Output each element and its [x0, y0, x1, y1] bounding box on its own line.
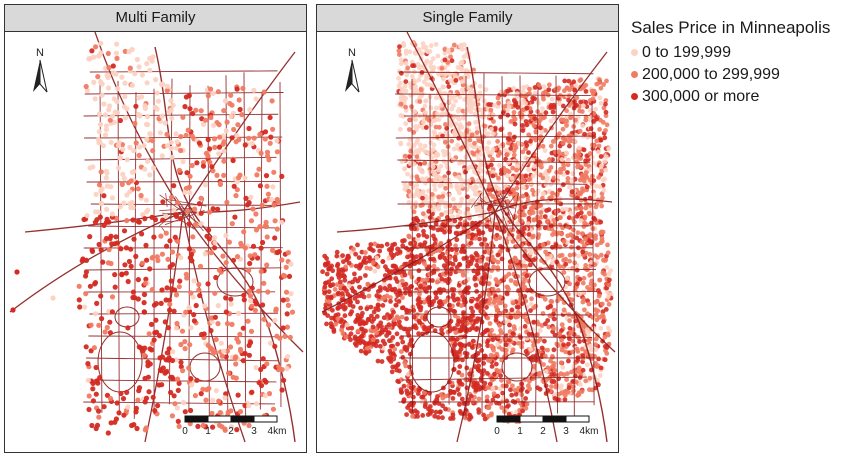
multi-family-map-canvas: N 0 1 2 3 4km	[9, 32, 304, 443]
north-arrow: N	[33, 47, 48, 93]
legend: Sales Price in Minneapolis 0 to 199,999 …	[631, 18, 830, 108]
legend-item-mid: 200,000 to 299,999	[631, 64, 830, 86]
legend-item-high: 300,000 or more	[631, 86, 830, 108]
legend-label-low: 0 to 199,999	[642, 44, 731, 61]
legend-dot-low	[631, 49, 638, 57]
scale-tick-label: 2	[540, 426, 546, 437]
legend-item-low: 0 to 199,999	[631, 42, 830, 64]
single-family-title: Single Family	[317, 5, 618, 32]
scale-tick-label: 3	[563, 426, 569, 437]
legend-label-high: 300,000 or more	[642, 88, 760, 105]
north-label: N	[348, 47, 356, 59]
multi-family-title: Multi Family	[5, 5, 306, 32]
scale-tick-label: 0	[494, 426, 500, 437]
scale-tick-label: 1	[205, 426, 211, 437]
scale-tick-label: 2	[228, 426, 234, 437]
scale-tick-label: 0	[182, 426, 188, 437]
legend-label-mid: 200,000 to 299,999	[642, 66, 780, 83]
single-family-map: N 0 1 2 3 4km	[317, 32, 618, 452]
outlier-point	[14, 269, 20, 275]
scale-bar: 0 1 2 3 4km	[494, 415, 599, 437]
legend-title: Sales Price in Minneapolis	[631, 18, 831, 37]
single-family-map-canvas: N 0 1 2 3 4km	[320, 32, 616, 443]
scale-bar: 0 1 2 3 4km	[182, 415, 287, 437]
multi-family-panel: Multi Family N 0 1 2 3 4km	[4, 4, 307, 453]
road-network	[321, 32, 616, 443]
north-label: N	[36, 47, 44, 59]
sales-points	[320, 40, 614, 424]
scale-tick-label: 3	[251, 426, 257, 437]
scale-tick-label: 4km	[268, 426, 287, 437]
single-family-panel: Single Family N 0 1 2 3 4km	[316, 4, 619, 453]
legend-dot-high	[631, 93, 638, 101]
legend-dot-mid	[631, 71, 638, 79]
multi-family-map: N 0 1 2 3 4km	[5, 32, 306, 452]
outlier-point	[10, 307, 16, 313]
outlier-point	[50, 295, 56, 301]
scale-tick-label: 4km	[580, 426, 599, 437]
scale-tick-label: 1	[517, 426, 523, 437]
road-network	[9, 32, 304, 443]
north-arrow: N	[345, 47, 360, 93]
